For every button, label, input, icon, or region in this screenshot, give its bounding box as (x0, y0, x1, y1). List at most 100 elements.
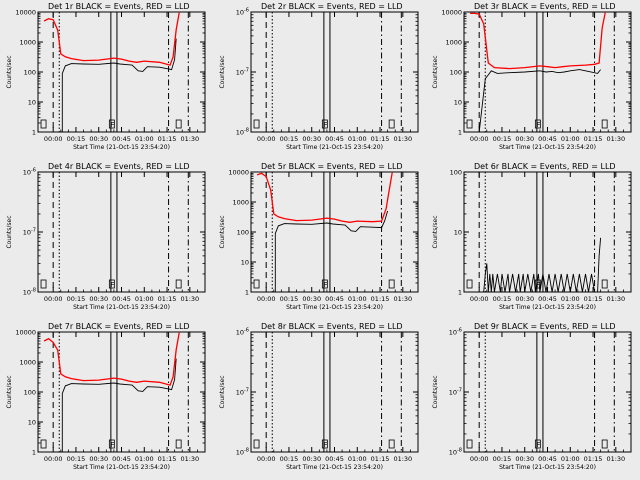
y-tick-label: 1 (458, 289, 462, 297)
plot-frame (463, 331, 632, 453)
flag-box (40, 279, 47, 289)
flag-box (175, 439, 182, 449)
flag-box (534, 279, 541, 289)
x-axis-label: Start Time (21-Oct-15 23:54:20) (499, 144, 596, 151)
y-tick-label: 10-7 (236, 68, 249, 77)
y-axis-label: Counts/sec (6, 215, 13, 248)
x-tick-label: 00:00 (44, 295, 63, 303)
x-tick-label: 00:30 (89, 135, 108, 143)
x-tick-label: 01:00 (348, 455, 367, 463)
x-tick-label: 00:00 (257, 295, 276, 303)
y-axis-label: Counts/sec (432, 55, 439, 88)
y-tick-label: 1 (32, 449, 36, 457)
y-tick-label: 1 (458, 129, 462, 137)
x-tick-label: 00:30 (515, 455, 534, 463)
y-tick-label: 10-6 (236, 328, 249, 337)
x-tick-label: 01:15 (584, 455, 603, 463)
flag-label: F (110, 121, 114, 129)
plot-frame (250, 11, 419, 133)
plot-title: Det 3r BLACK = Events, RED = LLD (474, 2, 616, 11)
flag-box (40, 119, 47, 129)
plot-title: Det 7r BLACK = Events, RED = LLD (48, 322, 190, 331)
x-tick-label: 01:30 (180, 295, 199, 303)
x-tick-label: 01:30 (180, 135, 199, 143)
y-tick-label: 100 (450, 169, 462, 177)
x-tick-label: 00:45 (325, 295, 344, 303)
flag-box (388, 439, 395, 449)
x-tick-label: 00:45 (538, 135, 557, 143)
flag-box (108, 119, 115, 129)
y-tick-label: 10-7 (449, 388, 462, 397)
flag-label: F (536, 441, 540, 449)
x-tick-label: 01:00 (135, 295, 154, 303)
plot-frame (37, 171, 206, 293)
plot-title: Det 1r BLACK = Events, RED = LLD (48, 2, 190, 11)
x-tick-label: 01:15 (371, 455, 390, 463)
y-tick-label: 10000 (15, 9, 36, 17)
y-tick-label: 1000 (445, 39, 462, 47)
x-tick-label: 01:00 (561, 455, 580, 463)
x-tick-label: 00:00 (470, 455, 489, 463)
flag-box (466, 279, 473, 289)
y-axis-label: Counts/sec (432, 215, 439, 248)
x-tick-label: 00:00 (44, 135, 63, 143)
y-tick-label: 100 (450, 69, 462, 77)
x-tick-label: 01:30 (393, 135, 412, 143)
flag-label: F (536, 281, 540, 289)
y-tick-label: 10-7 (23, 228, 36, 237)
flag-label: F (323, 281, 327, 289)
x-tick-label: 00:45 (112, 295, 131, 303)
events-series-line (266, 210, 389, 293)
flag-box (388, 119, 395, 129)
flag-box (108, 439, 115, 449)
y-tick-label: 1000 (232, 199, 249, 207)
y-tick-label: 1000 (19, 359, 36, 367)
y-tick-label: 10 (28, 99, 36, 107)
x-tick-label: 01:00 (561, 295, 580, 303)
x-tick-label: 01:30 (606, 135, 625, 143)
y-tick-label: 1 (32, 129, 36, 137)
x-tick-label: 01:15 (371, 135, 390, 143)
x-tick-label: 00:15 (67, 135, 86, 143)
flag-box (253, 119, 260, 129)
x-tick-label: 01:30 (606, 295, 625, 303)
y-tick-label: 1000 (19, 39, 36, 47)
x-tick-label: 01:00 (348, 135, 367, 143)
flag-label: F (536, 121, 540, 129)
flag-box (321, 439, 328, 449)
flag-box (466, 119, 473, 129)
x-tick-label: 00:15 (67, 455, 86, 463)
y-tick-label: 10000 (228, 169, 249, 177)
x-tick-label: 01:00 (135, 455, 154, 463)
x-axis-label: Start Time (21-Oct-15 23:54:20) (286, 304, 383, 311)
plot-title: Det 5r BLACK = Events, RED = LLD (261, 162, 403, 171)
x-axis-label: Start Time (21-Oct-15 23:54:20) (286, 464, 383, 471)
x-tick-label: 00:45 (112, 455, 131, 463)
y-axis-label: Counts/sec (6, 375, 13, 408)
x-tick-label: 00:00 (470, 135, 489, 143)
y-axis-label: Counts/sec (219, 375, 226, 408)
flag-box (601, 439, 608, 449)
x-tick-label: 00:45 (538, 455, 557, 463)
x-tick-label: 00:15 (493, 455, 512, 463)
x-tick-label: 00:45 (325, 455, 344, 463)
y-tick-label: 10-8 (236, 448, 249, 457)
x-tick-label: 01:30 (606, 455, 625, 463)
x-tick-label: 01:00 (348, 295, 367, 303)
y-axis-label: Counts/sec (6, 55, 13, 88)
flag-box (466, 439, 473, 449)
x-tick-label: 01:30 (393, 295, 412, 303)
x-tick-label: 01:15 (584, 295, 603, 303)
y-tick-label: 100 (24, 69, 36, 77)
x-tick-label: 00:15 (67, 295, 86, 303)
events-series-line (53, 38, 177, 133)
flag-box (175, 119, 182, 129)
flag-box (321, 119, 328, 129)
x-tick-label: 01:00 (135, 135, 154, 143)
plot-title: Det 2r BLACK = Events, RED = LLD (261, 2, 403, 11)
x-tick-label: 00:15 (280, 135, 299, 143)
y-axis-label: Counts/sec (219, 215, 226, 248)
x-tick-label: 00:45 (325, 135, 344, 143)
x-tick-label: 00:30 (515, 135, 534, 143)
